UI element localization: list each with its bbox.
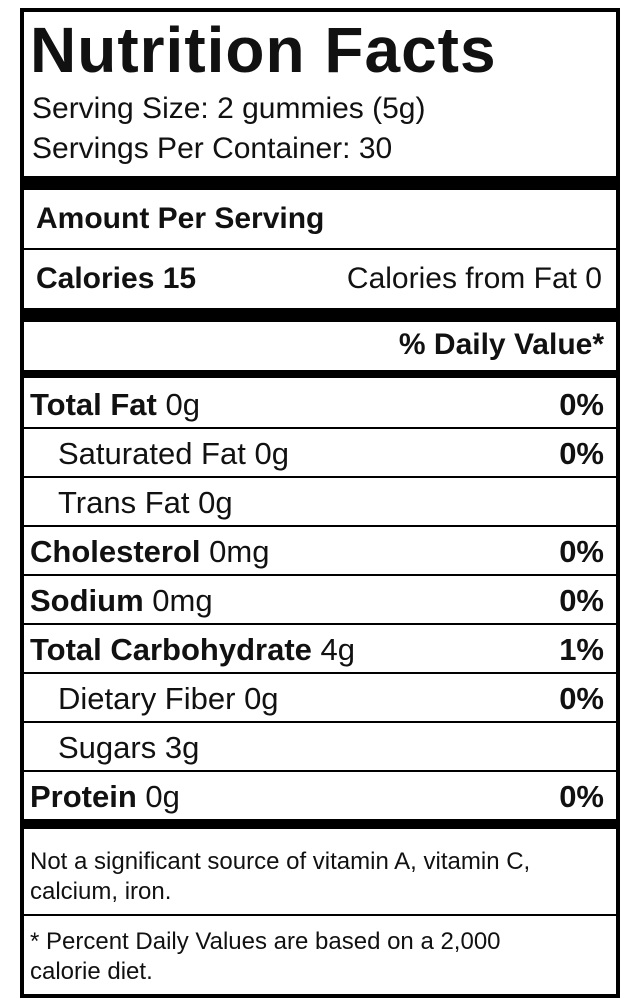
nutrient-amount: 0g [254,436,289,471]
rule [24,308,616,322]
daily-value: 0% [559,534,604,569]
nutrient-amount: 0g [145,779,180,814]
nutrient-row: Sodium 0mg [30,585,213,616]
nutrient-row: Total Carbohydrate 4g [30,634,355,665]
calories: Calories 15 [36,262,197,295]
nutrient-amount: 0g [165,387,200,422]
rule [24,176,616,190]
nutrient-amount: 0g [198,485,233,520]
nutrient-row: Cholesterol 0mg [30,536,269,567]
rule [24,525,616,527]
nutrient-row: Sugars 3g [58,732,199,763]
servings-per-container: Servings Per Container: 30 [32,132,393,165]
daily-value-header: % Daily Value* [398,328,604,361]
nutrient-amount: 4g [320,632,356,667]
nutrient-amount: 0g [244,681,279,716]
nutrient-row: Total Fat 0g [30,389,200,420]
rule [24,914,616,916]
serving-size: Serving Size: 2 gummies (5g) [32,92,426,125]
title: Nutrition Facts [30,14,497,86]
nutrient-amount: 0mg [152,583,213,618]
nutrient-amount: 0mg [209,534,270,569]
nutrient-name: Sodium [30,583,144,618]
daily-value: 0% [559,779,604,814]
rule [24,574,616,576]
nutrient-row: Dietary Fiber 0g [58,683,279,714]
note: calcium, iron. [30,878,172,905]
daily-value: 0% [559,583,604,618]
rule [24,370,616,378]
nutrient-name: Dietary Fiber [58,681,236,716]
nutrient-name: Total Carbohydrate [30,632,312,667]
rule [24,476,616,478]
footnote: * Percent Daily Values are based on a 2,… [30,928,501,955]
footnote: calorie diet. [30,958,153,985]
rule [24,427,616,429]
note: Not a significant source of vitamin A, v… [30,848,531,875]
nutrient-row: Protein 0g [30,781,180,812]
nutrient-name: Protein [30,779,137,814]
nutrient-name: Trans Fat [58,485,190,520]
rule [24,672,616,674]
nutrient-row: Saturated Fat 0g [58,438,289,469]
rule [24,721,616,723]
nutrition-label: Nutrition Facts Serving Size: 2 gummies (… [20,8,620,998]
nutrient-amount: 3g [164,730,200,765]
daily-value: 0% [559,681,604,716]
daily-value: 0% [559,387,604,422]
rule [24,623,616,625]
daily-value: 0% [559,436,604,471]
rule [24,770,616,772]
daily-value: 1% [559,632,604,667]
nutrient-name: Cholesterol [30,534,201,569]
nutrient-row: Trans Fat 0g [58,487,233,518]
rule [24,819,616,829]
nutrient-name: Sugars [58,730,157,765]
nutrient-name: Saturated Fat [58,436,246,471]
rule [24,248,616,250]
nutrient-name: Total Fat [30,387,157,422]
calories-from-fat: Calories from Fat 0 [346,262,602,295]
amount-per-serving: Amount Per Serving [36,202,325,235]
